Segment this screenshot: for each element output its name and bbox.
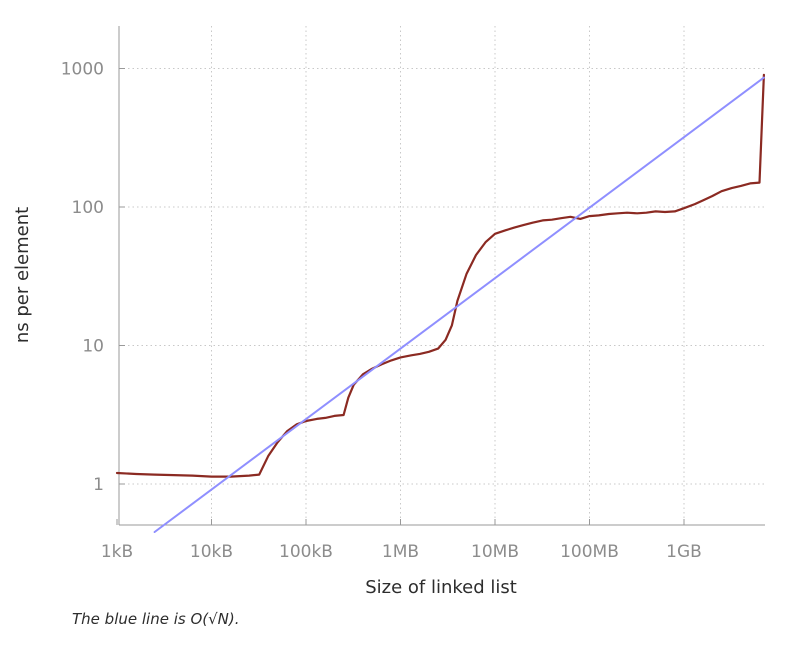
y-tick-label: 1 [93,475,104,495]
y-tick-label: 100 [72,198,104,218]
axes [116,26,765,526]
x-tick-label: 10MB [471,542,519,562]
x-tick-label: 10kB [190,542,233,562]
x-tick-label: 100MB [560,542,619,562]
y-tick-label: 10 [82,337,104,357]
sqrt-n-series-line [153,76,765,533]
x-tick-label: 1GB [666,542,702,562]
gridlines [119,26,765,525]
y-tick-label: 1000 [61,60,104,80]
x-axis-title: Size of linked list [365,577,517,598]
tick-labels: 1kB 10kB 100kB 1MB 10MB 100MB 1GB 1 10 100 1000 [61,60,702,563]
chart: 1kB 10kB 100kB 1MB 10MB 100MB 1GB 1 10 100 1000 Si… [12,26,765,598]
figure-caption: The blue line is O(√N). [72,610,240,628]
x-tick-label: 1MB [382,542,419,562]
x-tick-label: 100kB [279,542,333,562]
measured-series-line [115,73,765,478]
x-tick-label: 1kB [101,542,133,562]
y-axis-title: ns per element [12,207,33,343]
series [115,73,765,533]
